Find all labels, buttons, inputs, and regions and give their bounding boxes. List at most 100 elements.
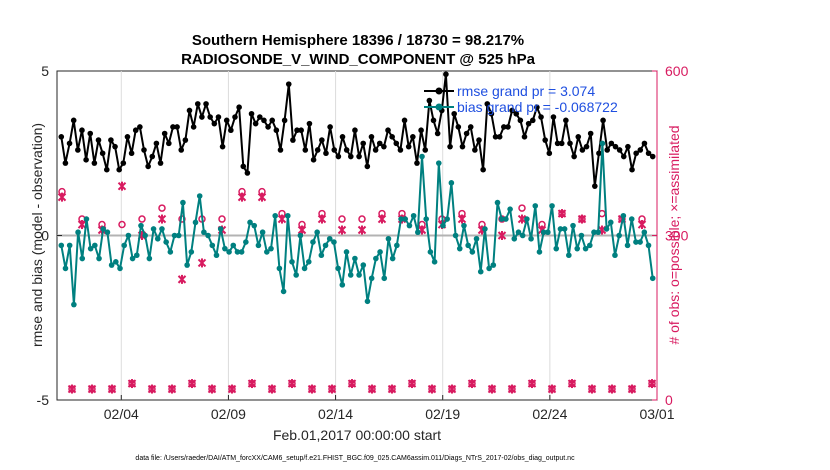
bias-point [318, 252, 325, 259]
rmse-point [112, 143, 118, 150]
obs-assimilated-marker [377, 214, 387, 224]
axis-ticks: 02/04 02/09 02/14 02/19 02/24 03/01 -5 0 5 0 300 60… [37, 63, 689, 422]
bias-point [532, 203, 539, 209]
bias-point [171, 232, 178, 239]
obs-assimilated-marker [357, 225, 367, 235]
rmse-point [137, 124, 143, 130]
rmse-point [149, 153, 156, 160]
rmse-point [319, 137, 325, 143]
rmse-point [273, 127, 280, 134]
obs-assimilated-marker [107, 384, 117, 394]
bias-point [507, 206, 513, 212]
x-tick-label: 03/01 [639, 406, 674, 422]
bias-point [314, 229, 320, 236]
rmse-point [596, 150, 602, 157]
y-left-tick-label: 0 [41, 228, 49, 244]
rmse-point [323, 150, 329, 157]
rmse-point [207, 114, 213, 120]
bias-point [519, 232, 526, 239]
rmse-point [463, 130, 470, 137]
bias-point [209, 242, 216, 249]
x-tick-label: 02/14 [318, 406, 353, 422]
bias-point [582, 245, 589, 252]
obs-possible-marker [158, 204, 166, 212]
bias-point [381, 275, 388, 282]
rmse-point [174, 124, 180, 130]
obs-assimilated-marker [177, 274, 187, 284]
rmse-point [422, 147, 429, 153]
bias-point [205, 232, 211, 239]
rmse-point [95, 137, 102, 143]
rmse-point [567, 140, 573, 147]
rmse-point [604, 147, 611, 153]
rmse-point [612, 143, 619, 150]
rmse-point [492, 134, 499, 140]
bias-point [297, 232, 304, 239]
obs-assimilated-marker [447, 384, 457, 394]
rmse-point [455, 124, 462, 130]
obs-assimilated-marker [567, 379, 577, 389]
obs-assimilated-marker [127, 379, 137, 389]
bias-point [113, 259, 119, 265]
rmse-point [128, 150, 135, 157]
legend-rmse-marker [435, 87, 443, 95]
rmse-point [509, 107, 515, 114]
bias-point [452, 232, 459, 239]
rmse-point [389, 134, 395, 140]
obs-assimilated-marker [77, 220, 87, 230]
bias-point [146, 255, 153, 262]
rmse-point [99, 150, 106, 157]
obs-assimilated-marker [117, 181, 127, 191]
bias-point [482, 226, 488, 232]
obs-assimilated-marker [247, 379, 257, 389]
bias-point [100, 226, 107, 232]
rmse-point [203, 101, 209, 107]
bias-point [276, 265, 283, 272]
bias-point [360, 262, 367, 268]
rmse-point [414, 160, 420, 166]
obs-assimilated-marker [407, 379, 417, 389]
rmse-point [616, 147, 623, 153]
bias-point [150, 226, 157, 232]
bias-point [121, 242, 128, 249]
rmse-point [62, 160, 69, 166]
bias-point [440, 222, 446, 229]
rmse-point [178, 147, 185, 153]
bias-point [477, 268, 484, 275]
bias-point [486, 265, 492, 272]
rmse-point [467, 124, 474, 130]
rmse-point [554, 140, 561, 147]
obs-assimilated-marker [497, 231, 507, 240]
obs-assimilated-marker [627, 384, 637, 394]
rmse-point [87, 130, 94, 137]
rmse-point [186, 107, 193, 114]
bias-point [586, 242, 593, 249]
obs-assimilated-marker [237, 192, 247, 202]
bias-point [79, 255, 86, 262]
bias-point [599, 140, 606, 147]
rmse-point [223, 117, 230, 124]
obs-assimilated-marker [337, 225, 347, 235]
legend-rmse-label: rmse grand pr = 3.074 [457, 83, 595, 99]
rmse-point [360, 140, 367, 147]
x-axis-label: Feb.01,2017 00:00:00 start [273, 427, 441, 443]
rmse-point [327, 124, 333, 130]
rmse-point [426, 97, 433, 104]
bias-point [444, 216, 450, 222]
obs-assimilated-marker [387, 384, 397, 394]
rmse-point [190, 124, 197, 130]
bias-point [226, 249, 232, 255]
rmse-line [60, 73, 654, 188]
rmse-point [352, 127, 358, 134]
data-file-footer: data file: /Users/raeder/DAI/ATM_forcXX/… [135, 455, 575, 462]
rmse-point [228, 127, 234, 134]
bias-point [595, 229, 601, 236]
rmse-point [558, 140, 565, 147]
bias-point [561, 226, 568, 232]
legend-bias-label: bias grand pr = -0.068722 [457, 99, 618, 115]
bias-point [301, 265, 308, 272]
bias-point [570, 222, 576, 229]
bias-point [469, 249, 476, 255]
bias-point [264, 249, 270, 255]
obs-assimilated-marker [317, 214, 327, 224]
